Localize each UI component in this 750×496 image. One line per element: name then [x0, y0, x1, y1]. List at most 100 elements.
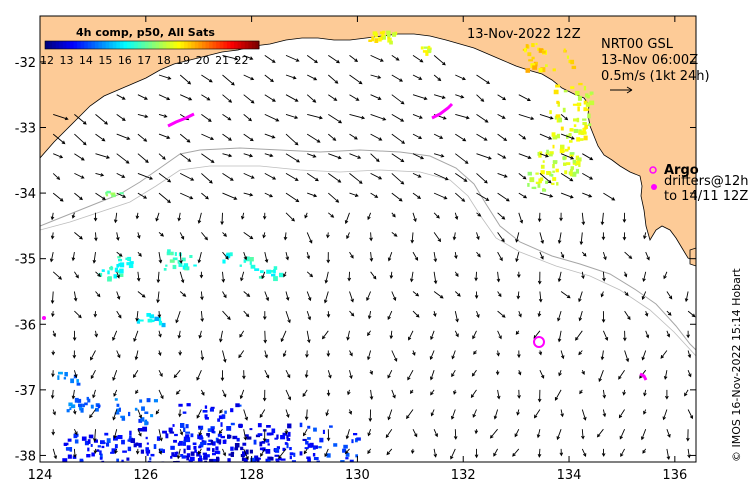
current-arrow	[116, 251, 123, 257]
sst-pixel	[587, 113, 591, 119]
current-arrow	[433, 74, 442, 82]
current-arrow	[349, 153, 362, 159]
current-arrow	[429, 370, 435, 381]
current-arrow	[116, 271, 120, 279]
sst-pixel	[141, 406, 145, 411]
sst-pixel	[118, 407, 121, 412]
sst-pixel	[576, 137, 581, 142]
current-arrow	[410, 448, 415, 455]
sst-pixel	[209, 408, 214, 412]
current-arrow	[470, 389, 477, 399]
current-arrow	[179, 74, 192, 85]
colorbar-step	[52, 41, 57, 49]
sst-pixel	[276, 446, 280, 450]
current-arrow	[623, 271, 628, 278]
sst-pixel	[266, 269, 272, 274]
sst-pixel	[169, 431, 175, 434]
current-arrow	[455, 113, 470, 120]
sst-pixel	[145, 447, 149, 452]
sst-pixel	[535, 62, 538, 65]
current-arrow	[554, 389, 562, 401]
current-arrow	[137, 172, 154, 180]
current-arrow	[303, 428, 308, 437]
current-arrow	[243, 429, 248, 441]
sst-pixel	[582, 131, 587, 135]
current-arrow	[497, 330, 502, 340]
current-arrow	[243, 54, 254, 60]
sst-pixel	[200, 442, 204, 447]
current-arrow	[387, 370, 393, 379]
sst-pixel	[168, 427, 173, 432]
current-arrow	[472, 330, 477, 340]
sst-pixel	[581, 132, 585, 136]
sst-pixel	[240, 446, 244, 451]
current-arrow	[74, 232, 83, 240]
sst-pixel	[552, 144, 555, 149]
sst-pixel	[188, 459, 193, 462]
sst-pixel	[147, 460, 152, 462]
current-arrow	[497, 94, 507, 101]
sst-pixel	[138, 319, 144, 322]
current-arrow	[285, 54, 300, 62]
sst-pixel	[186, 445, 191, 450]
current-arrow	[328, 55, 340, 64]
sst-pixel	[183, 427, 186, 433]
sst-pixel	[274, 448, 279, 451]
sst-pixel	[253, 439, 257, 445]
sst-pixel	[259, 447, 265, 451]
sst-pixel	[217, 433, 223, 437]
colorbar-step	[134, 41, 139, 49]
sst-pixel	[273, 269, 276, 274]
current-arrow	[518, 192, 528, 199]
current-arrow	[113, 212, 118, 224]
sst-pixel	[118, 258, 123, 262]
current-arrow	[391, 389, 396, 399]
product-time: 13-Nov 06:00Z	[601, 53, 698, 68]
colorbar-step	[77, 41, 82, 49]
colorbar-step	[102, 41, 107, 49]
sst-pixel	[105, 194, 109, 197]
current-arrow	[476, 192, 490, 201]
current-arrow	[328, 192, 340, 203]
sst-pixel	[583, 85, 587, 91]
sst-pixel	[425, 51, 429, 56]
sst-pixel	[535, 181, 540, 185]
sst-pixel	[102, 442, 106, 445]
sst-pixel	[217, 439, 222, 444]
colorbar-step	[234, 41, 239, 49]
sst-pixel	[256, 459, 260, 462]
current-arrow	[512, 448, 520, 457]
sst-pixel	[257, 423, 262, 428]
sst-pixel	[546, 171, 551, 175]
current-arrow	[349, 251, 354, 259]
sst-pixel	[128, 411, 131, 417]
current-arrow	[412, 94, 428, 101]
sst-pixel	[582, 127, 586, 132]
current-arrow	[93, 212, 98, 222]
current-arrow	[306, 55, 318, 64]
current-arrow	[243, 409, 249, 421]
sst-pixel	[208, 439, 213, 442]
sst-pixel	[87, 439, 91, 444]
colorbar-step	[166, 41, 171, 49]
sst-pixel	[232, 436, 236, 439]
sst-pixel	[274, 437, 278, 440]
current-arrow	[177, 330, 182, 339]
current-arrow	[663, 370, 668, 380]
current-arrow	[349, 310, 355, 317]
current-arrow	[369, 389, 374, 401]
sst-pixel	[127, 446, 132, 452]
sst-pixel	[146, 313, 151, 317]
colorbar-step	[226, 41, 231, 49]
sst-pixel	[229, 252, 233, 257]
current-arrow	[455, 74, 466, 81]
sst-pixel	[156, 436, 161, 441]
current-arrow	[196, 409, 202, 419]
sst-pixel	[299, 451, 303, 456]
sst-pixel	[185, 434, 190, 439]
sst-pixel	[209, 462, 213, 467]
sst-pixel	[282, 447, 286, 451]
sst-pixel	[243, 259, 247, 263]
sst-pixel	[527, 171, 532, 176]
sst-pixel	[204, 414, 208, 419]
